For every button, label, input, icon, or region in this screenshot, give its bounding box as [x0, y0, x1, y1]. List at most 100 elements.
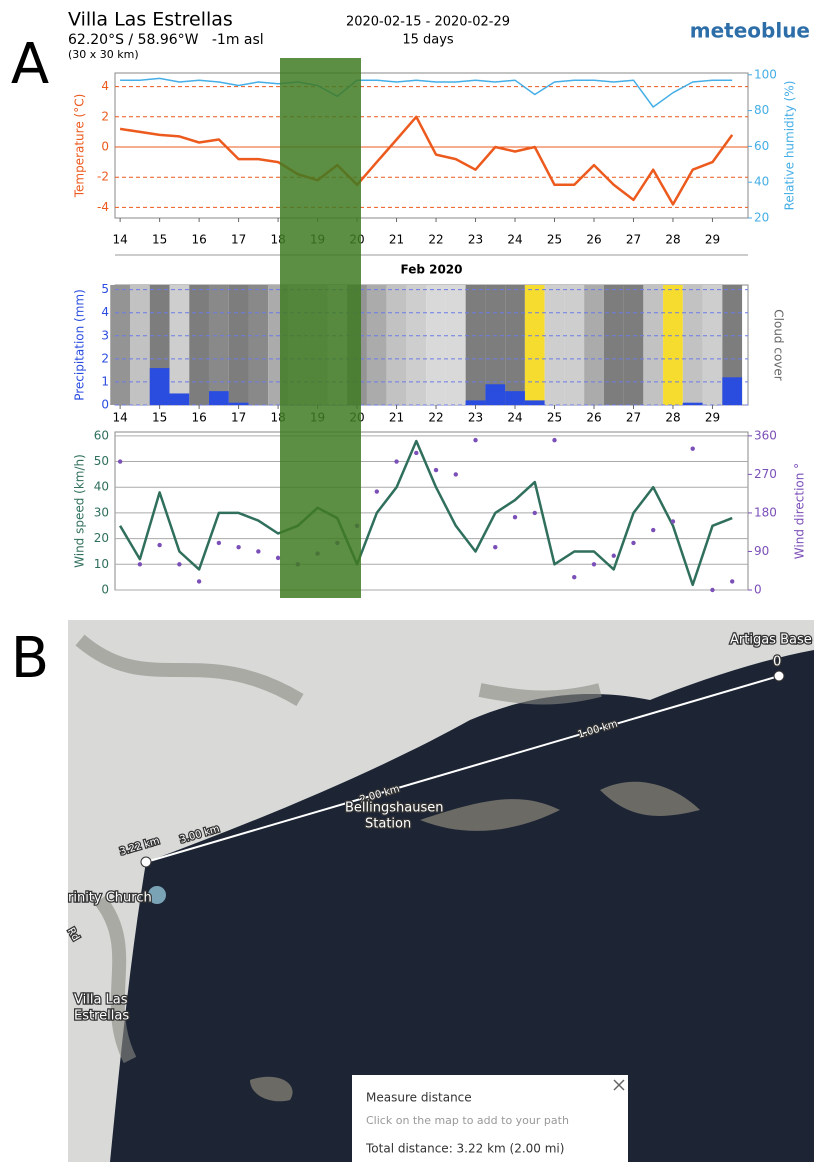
- series-label: Cloud cover: [772, 309, 786, 381]
- data-line: [119, 115, 734, 206]
- cloud-band: [130, 285, 150, 405]
- cloud-band: [663, 285, 683, 405]
- bar: [228, 402, 249, 405]
- brand: meteoblue: [690, 19, 810, 43]
- terrain: [75, 634, 602, 1064]
- y-tick-label: -2: [97, 170, 109, 184]
- cloud-band: [544, 285, 565, 405]
- x-tick-label: 15: [152, 411, 167, 425]
- cloud-band: [110, 285, 131, 405]
- data-dot: [216, 540, 222, 546]
- panel-label: A: [11, 32, 49, 97]
- cloud-band: [505, 285, 525, 405]
- y-axis-label: Wind speed (km/h): [73, 454, 87, 568]
- y-tick-label: 20: [94, 531, 109, 545]
- cloud-band: [386, 285, 407, 405]
- bar: [465, 400, 486, 405]
- cloud-band: [643, 285, 664, 405]
- close-button[interactable]: [613, 1079, 625, 1091]
- y-tick-label: 0: [101, 398, 109, 412]
- y2-tick-label: 90: [754, 544, 769, 558]
- y-tick-label: 3: [101, 328, 109, 342]
- bar: [149, 368, 170, 405]
- y-tick-label: 5: [101, 282, 109, 296]
- duration: 15 days: [402, 33, 454, 48]
- place-label: Estrellas: [74, 1009, 129, 1024]
- x-tick-label: 14: [112, 233, 127, 247]
- x-tick-label: 17: [231, 411, 246, 425]
- y-tick-label: 60: [94, 428, 109, 442]
- bar: [682, 402, 703, 405]
- x-tick-label: 23: [468, 411, 483, 425]
- church-icon[interactable]: [148, 886, 166, 904]
- highlight: [280, 58, 361, 598]
- cloud-band: [445, 285, 466, 405]
- data-dot: [236, 544, 241, 550]
- y2-tick-label: 180: [754, 505, 777, 519]
- data-dot: [414, 450, 419, 456]
- rocks: [250, 781, 700, 1102]
- y2-tick-label: 20: [754, 211, 769, 225]
- bar: [722, 377, 743, 405]
- y-tick-label: -4: [97, 200, 109, 214]
- bar: [524, 400, 545, 405]
- data-dot: [710, 587, 715, 593]
- y-tick-label: 10: [94, 557, 109, 571]
- cloud-band: [603, 285, 624, 405]
- dialog-title: Measure distance: [366, 1091, 472, 1105]
- data-dot: [433, 467, 439, 473]
- x-tick-label: 25: [547, 411, 562, 425]
- y2-tick-label: 0: [754, 583, 762, 597]
- data-dot: [394, 459, 399, 464]
- data-dot: [493, 544, 498, 550]
- x-tick-label: 24: [507, 411, 522, 425]
- data-dot: [572, 574, 577, 580]
- y-axis-label: Temperature (°C): [73, 94, 87, 199]
- x-tick-label: 26: [586, 233, 601, 247]
- measure-point[interactable]: [140, 856, 152, 868]
- y-tick-label: 1: [101, 374, 109, 388]
- data-dot: [137, 562, 143, 567]
- cloud-band: [465, 285, 486, 405]
- cloud-band: [248, 285, 269, 405]
- x-tick-label: 17: [231, 233, 246, 247]
- bar: [208, 391, 229, 405]
- measure-line: [145, 675, 780, 863]
- x-tick-label: 28: [665, 411, 680, 425]
- cloud-band: [722, 285, 743, 405]
- cloud-band: [426, 285, 446, 405]
- y2-tick-label: 80: [754, 103, 769, 117]
- data-dot: [651, 527, 656, 533]
- x-tick-label: 21: [389, 233, 404, 247]
- y-tick-label: 2: [101, 109, 109, 123]
- y-tick-label: 4: [101, 79, 109, 93]
- y-tick-label: 4: [101, 305, 109, 319]
- y-tick-label: 0: [101, 583, 109, 597]
- bar: [169, 393, 190, 405]
- data-dot: [117, 459, 123, 464]
- bar: [505, 391, 525, 405]
- data-dot: [611, 553, 616, 558]
- x-tick-label: 14: [112, 411, 127, 425]
- data-dot: [256, 549, 261, 554]
- x-tick-label: 27: [626, 411, 641, 425]
- cloud-band: [406, 285, 427, 405]
- cloud-band: [366, 285, 387, 405]
- dialog-total: Total distance: 3.22 km (2.00 mi): [365, 1142, 564, 1156]
- data-line: [120, 77, 733, 108]
- place-label: Bellingshausen: [345, 801, 443, 816]
- water: [110, 650, 814, 1162]
- cloud-band: [584, 285, 604, 405]
- x-tick-label: 16: [191, 233, 206, 247]
- data-dot: [157, 542, 162, 548]
- cloud-band: [228, 285, 249, 405]
- date-range: 2020-02-15 - 2020-02-29: [346, 15, 510, 30]
- y-axis-label: Precipitation (mm): [73, 289, 87, 401]
- x-tick-label: 16: [191, 411, 206, 425]
- measure-point[interactable]: [773, 670, 785, 682]
- y-tick-label: 0: [101, 140, 109, 154]
- place-label: Station: [365, 817, 411, 832]
- data-dot: [473, 437, 478, 443]
- location: Villa Las Estrellas: [68, 9, 233, 31]
